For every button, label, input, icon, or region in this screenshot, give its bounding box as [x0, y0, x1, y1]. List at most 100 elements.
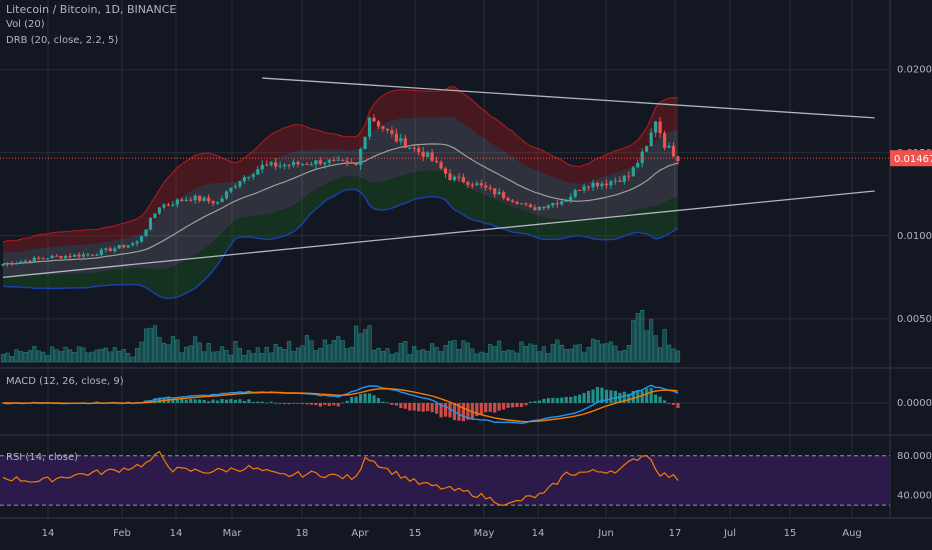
- volume-bar: [175, 339, 180, 363]
- macd-histogram-bar: [475, 403, 479, 417]
- macd-histogram-bar: [327, 403, 331, 407]
- x-tick-label: 14: [170, 528, 183, 539]
- candle-body: [296, 161, 300, 165]
- macd-histogram-bar: [604, 389, 609, 403]
- macd-histogram-bar: [305, 403, 309, 405]
- candle-body: [251, 174, 255, 177]
- macd-histogram-bar: [551, 397, 555, 403]
- macd-histogram-bar: [537, 400, 541, 403]
- candle-body: [63, 256, 68, 259]
- candle-body: [533, 207, 537, 211]
- volume-bar: [640, 309, 645, 363]
- volume-bar: [18, 351, 23, 363]
- candle-body: [198, 195, 202, 201]
- candle-body: [600, 183, 604, 187]
- upper-band-fill: [3, 86, 678, 254]
- candle-body: [32, 257, 36, 262]
- candle-body: [426, 152, 430, 157]
- candle-body: [171, 204, 175, 206]
- macd-histogram-bar: [528, 401, 533, 403]
- volume-bar: [421, 349, 426, 363]
- candle-body: [300, 163, 305, 165]
- candle-body: [403, 138, 407, 149]
- volume-bar: [81, 347, 86, 363]
- volume-bar: [313, 350, 319, 363]
- candle-body: [175, 199, 179, 205]
- volume-bar: [157, 336, 162, 363]
- volume-bar: [336, 336, 341, 363]
- rsi-tick-label: 40.0000: [897, 490, 932, 501]
- volume-bar: [242, 354, 247, 363]
- volume-bar: [219, 346, 225, 363]
- candle-body: [560, 201, 564, 205]
- x-tick-label: Apr: [351, 528, 369, 539]
- volume-bar: [371, 349, 377, 363]
- basis-line: [2, 143, 679, 265]
- candle-body: [193, 195, 197, 201]
- volume-bar: [193, 336, 198, 363]
- rsi-line: [2, 450, 679, 507]
- candle-body: [609, 181, 613, 186]
- candle-body: [233, 186, 238, 188]
- candle-body: [506, 197, 510, 201]
- volume-bar: [519, 341, 524, 363]
- candle-body: [256, 169, 260, 175]
- candle-body: [327, 159, 331, 163]
- macd-histogram-bar: [658, 396, 662, 403]
- candle-body: [372, 117, 376, 122]
- candle-body: [466, 182, 470, 185]
- candle-body: [117, 244, 121, 249]
- candle-body: [381, 126, 385, 129]
- volume-bar: [318, 347, 323, 363]
- volume-bar: [595, 340, 600, 363]
- candle-body: [676, 156, 680, 161]
- candle-body: [224, 191, 229, 199]
- macd-histogram-bar: [555, 398, 559, 403]
- volume-bar: [488, 344, 493, 363]
- volume-bar: [461, 340, 466, 363]
- x-tick-label: May: [474, 528, 495, 539]
- macd-histogram-bar: [336, 403, 340, 407]
- macd-histogram-bar: [542, 398, 546, 403]
- macd-histogram-bar: [484, 403, 488, 413]
- volume-bar: [179, 352, 184, 363]
- volume-bar: [76, 346, 82, 363]
- macd-histogram-bar: [300, 403, 305, 404]
- macd-histogram-bar: [238, 399, 242, 403]
- gridlines: [0, 0, 932, 519]
- candle-body: [667, 146, 671, 148]
- x-tick-label: 18: [296, 528, 309, 539]
- candle-body: [37, 257, 41, 259]
- macd-histogram-bar: [354, 396, 358, 403]
- macd-histogram-bar: [175, 399, 179, 403]
- drb-legend: DRB (20, close, 2.2, 5): [6, 35, 119, 46]
- volume-bar: [291, 351, 296, 363]
- macd-histogram-bar: [390, 403, 394, 405]
- macd-histogram-bar: [439, 403, 443, 418]
- trendline: [262, 77, 875, 119]
- volume-bar: [166, 344, 171, 363]
- volume-bar: [649, 319, 654, 363]
- x-tick-label: Mar: [223, 528, 243, 539]
- volume-bar: [412, 346, 417, 363]
- volume-bar: [577, 344, 582, 363]
- macd-histogram-bar: [345, 400, 349, 403]
- candle-body: [77, 254, 81, 257]
- volume-bar: [322, 339, 327, 363]
- volume-bar: [430, 343, 435, 363]
- macd-histogram-bar: [600, 387, 604, 403]
- macd-histogram-bar: [569, 396, 573, 403]
- candle-body: [542, 206, 546, 209]
- x-tick-label: Aug: [842, 528, 862, 539]
- volume-bar: [126, 352, 131, 363]
- volume-bar: [483, 352, 488, 363]
- macd-histogram-bar: [461, 403, 466, 422]
- macd-histogram-bar: [421, 403, 425, 412]
- volume-bar: [99, 348, 104, 363]
- volume-bar: [170, 336, 175, 363]
- volume-bar: [465, 342, 470, 363]
- candle-body: [242, 177, 246, 182]
- volume-bar: [559, 344, 564, 363]
- price-tick-label: 0.020000: [897, 65, 932, 76]
- candle-body: [488, 187, 492, 189]
